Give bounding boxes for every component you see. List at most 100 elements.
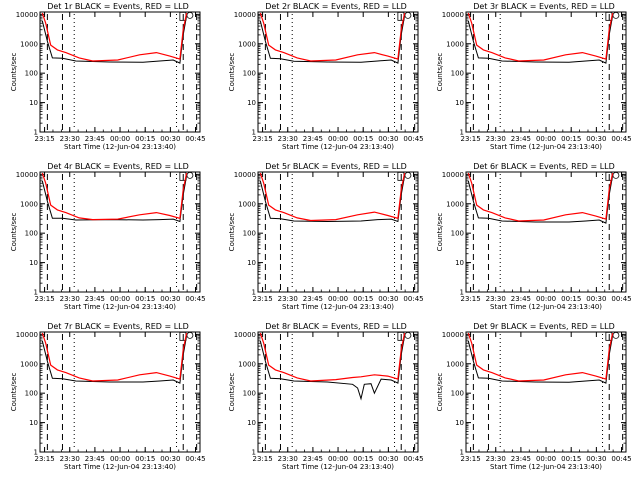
det-3-plot-frame [465,11,627,133]
det-7-x-tick-label: 00:15 [135,455,155,463]
det-7-corner-circle [186,331,194,339]
det-9-x-tick-label: 23:15 [460,455,480,463]
det-2-y-tick-label: 10000 [234,11,256,19]
det-8-y-tick-label: 1000 [238,360,256,368]
det-7-x-tick-label: 23:45 [85,455,105,463]
det-9-x-tick-label: 23:45 [511,455,531,463]
det-2-y-tick-label: 1000 [238,40,256,48]
det-8-x-tick-label: 00:45 [403,455,423,463]
det-5-x-axis-label: Start Time (12-Jun-04 23:13:40) [282,303,394,311]
det-7-x-tick-label: 23:15 [34,455,54,463]
det-2-y-tick-label: 100 [243,70,256,78]
det-2-title: Det 2r BLACK = Events, RED = LLD [265,2,407,11]
det-8-chart: Det 8r BLACK = Events, RED = LLD 1 10 100 10… [228,322,424,471]
det-9-y-tick-label: 10000 [442,331,464,339]
det-2-chart: Det 2r BLACK = Events, RED = LLD 1 10 100 10… [228,2,424,151]
det-1-title: Det 1r BLACK = Events, RED = LLD [47,2,189,11]
det-4-y-tick-label: 1 [34,289,38,297]
det-6-y-tick-label: 1000 [446,200,464,208]
det-6-plot-frame [465,171,627,293]
det-7-y-tick-label: 100 [25,390,38,398]
det-2-x-tick-label: 00:30 [378,135,398,143]
det-2-x-tick-label: 23:45 [303,135,323,143]
det-5-y-axis-label: Counts/sec [228,213,236,252]
det-6-y-tick-label: 100 [451,230,464,238]
det-4-y-axis-label: Counts/sec [10,213,18,252]
det-1-y-axis-label: Counts/sec [10,53,18,92]
det-5-x-tick-label: 23:15 [252,295,272,303]
det-7-y-tick-label: 10000 [16,331,38,339]
det-3-y-tick-label: 10 [455,99,464,107]
det-2-y-axis-label: Counts/sec [228,53,236,92]
det-6-x-axis-label: Start Time (12-Jun-04 23:13:40) [490,303,602,311]
det-2-y-tick-label: 10 [247,99,256,107]
det-4-x-tick-label: 00:00 [110,295,130,303]
det-9-x-tick-label: 23:30 [486,455,506,463]
det-4-title: Det 4r BLACK = Events, RED = LLD [47,162,189,171]
det-7-y-tick-label: 10 [29,419,38,427]
det-5-x-tick-label: 00:00 [328,295,348,303]
det-9-y-tick-label: 1000 [446,360,464,368]
det-3-y-axis-label: Counts/sec [436,53,444,92]
det-3-x-tick-label: 00:30 [586,135,606,143]
det-6-title: Det 6r BLACK = Events, RED = LLD [473,162,615,171]
det-2-x-tick-label: 00:15 [353,135,373,143]
det-9-corner-circle [612,331,620,339]
det-7-plot-frame [39,331,201,453]
det-2-x-tick-label: 23:15 [252,135,272,143]
det-7-y-tick-label: 1000 [20,360,38,368]
det-2-x-tick-label: 00:45 [403,135,423,143]
det-5-y-tick-label: 10 [247,259,256,267]
det-4-chart: Det 4r BLACK = Events, RED = LLD 1 10 100 10… [10,162,206,311]
det-1-corner-circle [186,11,194,19]
det-4-plot-frame [39,171,201,293]
det-2-events-line [259,15,406,64]
det-7-x-axis-label: Start Time (12-Jun-04 23:13:40) [64,463,176,471]
det-6-events-line [467,175,614,224]
det-7-x-tick-label: 00:00 [110,455,130,463]
det-1-x-axis-label: Start Time (12-Jun-04 23:13:40) [64,143,176,151]
det-8-x-tick-label: 00:30 [378,455,398,463]
det-5-lld-line [259,172,406,222]
det-4-corner-circle [186,171,194,179]
det-9-y-tick-label: 100 [451,390,464,398]
det-4-y-tick-label: 10000 [16,171,38,179]
det-7-chart: Det 7r BLACK = Events, RED = LLD 1 10 100 10… [10,322,206,471]
det-1-plot-frame [39,11,201,133]
det-3-y-tick-label: 100 [451,70,464,78]
det-1-x-tick-label: 00:45 [185,135,205,143]
det-8-y-tick-label: 10 [247,419,256,427]
det-3-x-tick-label: 23:15 [460,135,480,143]
det-1-x-tick-label: 00:15 [135,135,155,143]
det-8-title: Det 8r BLACK = Events, RED = LLD [265,322,407,331]
det-2-x-tick-label: 00:00 [328,135,348,143]
det-6-chart: Det 6r BLACK = Events, RED = LLD 1 10 100 10… [436,162,632,311]
det-3-x-tick-label: 00:15 [561,135,581,143]
det-6-x-tick-label: 23:45 [511,295,531,303]
det-5-y-tick-label: 10000 [234,171,256,179]
det-1-x-tick-label: 23:45 [85,135,105,143]
det-2-x-tick-label: 23:30 [278,135,298,143]
det-5-y-tick-label: 1 [252,289,256,297]
det-5-x-tick-label: 23:30 [278,295,298,303]
det-9-y-axis-label: Counts/sec [436,373,444,412]
det-4-x-tick-label: 00:15 [135,295,155,303]
det-4-lld-line [41,172,188,221]
det-3-y-tick-label: 1000 [446,40,464,48]
det-3-x-tick-label: 00:00 [536,135,556,143]
det-9-x-tick-label: 00:45 [611,455,631,463]
det-9-lld-line [467,332,614,382]
det-6-y-tick-label: 10000 [442,171,464,179]
det-4-y-tick-label: 10 [29,259,38,267]
det-8-corner-circle [404,331,412,339]
det-5-corner-circle [404,171,412,179]
det-3-x-axis-label: Start Time (12-Jun-04 23:13:40) [490,143,602,151]
det-4-x-tick-label: 23:30 [60,295,80,303]
det-6-y-axis-label: Counts/sec [436,213,444,252]
det-7-x-tick-label: 00:30 [160,455,180,463]
det-8-y-tick-label: 10000 [234,331,256,339]
det-1-y-tick-label: 100 [25,70,38,78]
det-7-y-tick-label: 1 [34,449,38,457]
det-6-y-tick-label: 10 [455,259,464,267]
